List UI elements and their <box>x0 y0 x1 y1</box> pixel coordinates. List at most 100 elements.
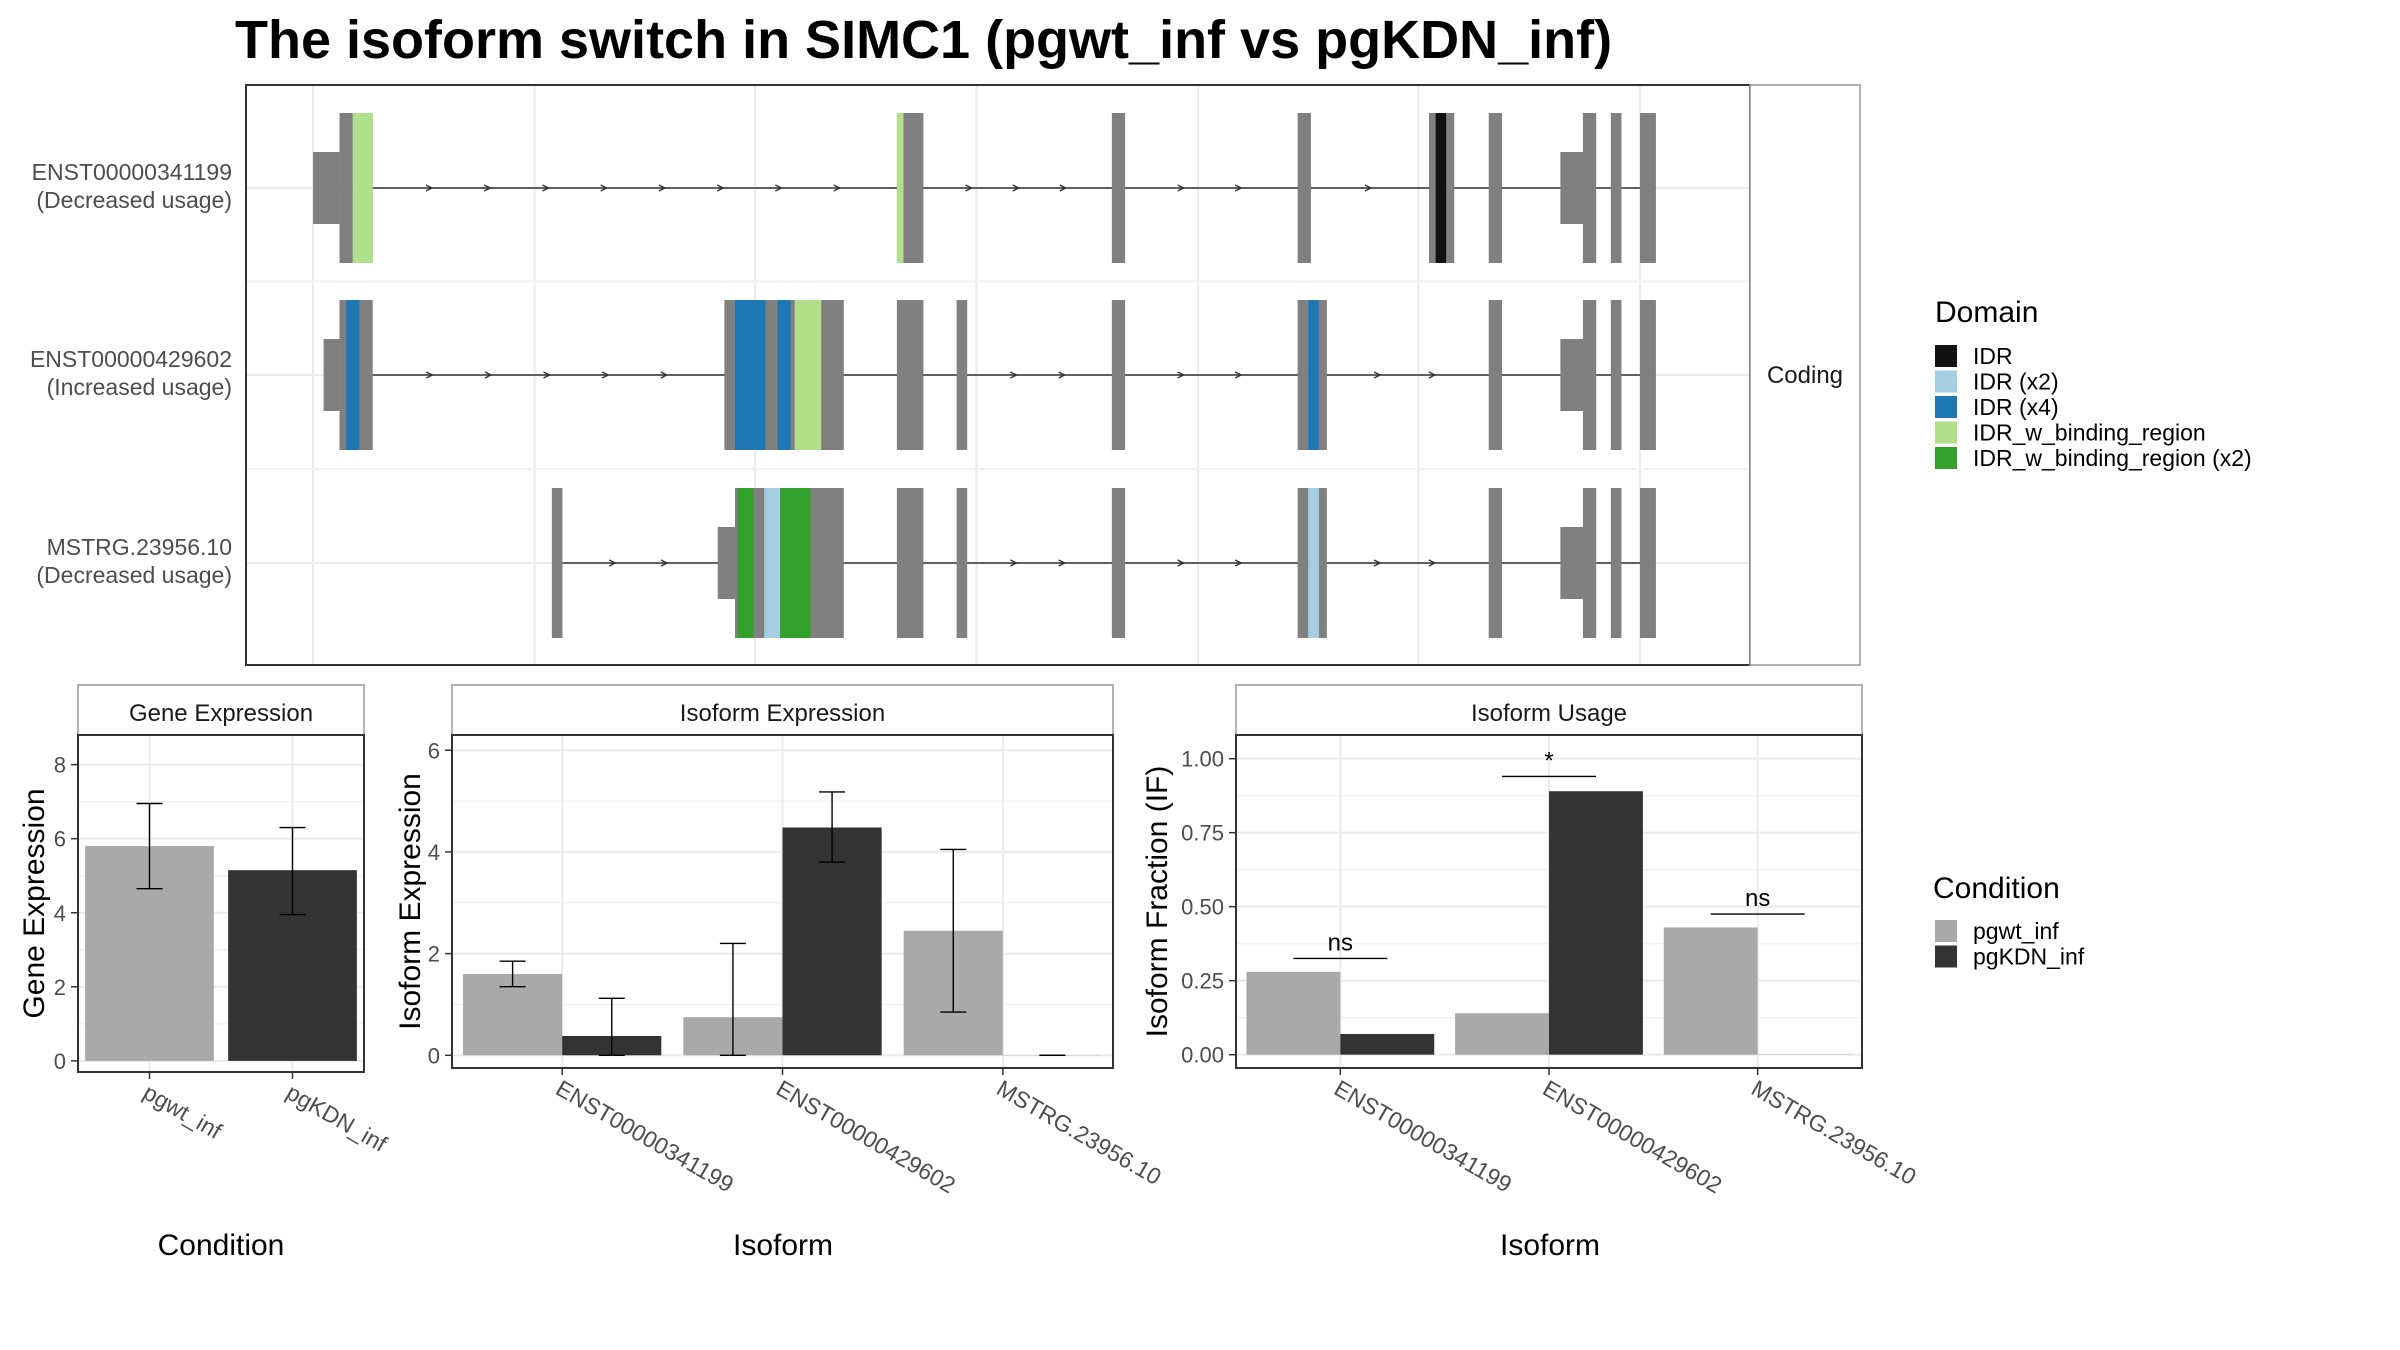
x-tick-label: pgwt_inf <box>139 1079 227 1145</box>
utr-block <box>1560 527 1587 599</box>
direction-arrow <box>1373 371 1382 379</box>
bar <box>1455 1013 1549 1055</box>
isoform-row <box>313 113 1656 263</box>
condition-legend-label: pgwt_inf <box>1973 918 2059 944</box>
exon-block <box>1429 113 1438 263</box>
direction-arrow <box>1010 559 1018 567</box>
x-tick-label: ENST00000341199 <box>1330 1075 1517 1198</box>
exon-block <box>1610 300 1622 450</box>
domain-legend-key <box>1935 447 1957 469</box>
exon-block <box>1318 300 1327 450</box>
panel-border <box>77 734 365 1073</box>
domain-legend-key <box>1935 421 1957 444</box>
bar <box>782 827 882 1056</box>
y-tick-label: 2 <box>428 942 440 967</box>
direction-arrow <box>1234 184 1243 192</box>
isoform-label: (Decreased usage) <box>36 562 232 588</box>
exon-block <box>1610 113 1622 263</box>
utr-block <box>323 339 340 411</box>
x-tick-label: ENST00000341199 <box>552 1075 739 1198</box>
y-tick-label: 0.25 <box>1181 969 1224 994</box>
significance-label: * <box>1544 747 1553 774</box>
exon-block <box>1318 488 1327 638</box>
bar <box>463 973 563 1056</box>
panel-strip <box>1235 684 1863 736</box>
y-tick-label: 6 <box>428 738 440 763</box>
error-bar <box>136 802 163 890</box>
strip-label: Coding <box>1767 362 1843 389</box>
domain-block <box>780 488 811 638</box>
domain-block <box>777 300 791 450</box>
domain-block <box>1308 488 1319 638</box>
significance-label: ns <box>1328 929 1353 956</box>
domain-block <box>764 488 781 638</box>
exon-block <box>1582 300 1597 450</box>
x-axis-label: Isoform <box>1500 1229 1600 1262</box>
exon-block <box>1610 488 1622 638</box>
exon-block <box>1640 113 1656 263</box>
exon-block <box>896 488 924 638</box>
utr-block <box>1560 339 1587 411</box>
condition-legend-key <box>1935 945 1957 968</box>
direction-arrow <box>1058 371 1067 379</box>
domain-legend-key <box>1935 370 1957 393</box>
domain-block <box>346 300 360 450</box>
direction-arrow <box>1059 184 1068 192</box>
exon-block <box>1488 488 1502 638</box>
domain-block <box>1308 300 1319 450</box>
condition-legend-label: pgKDN_inf <box>1973 944 2085 970</box>
condition-legend-key <box>1935 920 1957 942</box>
direction-arrow <box>600 184 609 192</box>
direction-arrow <box>608 559 617 567</box>
exon-block <box>1111 300 1126 450</box>
bar <box>1246 971 1341 1055</box>
isoform-label: (Increased usage) <box>47 374 232 400</box>
direction-arrow <box>425 184 434 192</box>
exon-block <box>1446 113 1455 263</box>
isoform-label: ENST00000341199 <box>32 159 232 185</box>
y-tick-label: 8 <box>54 753 66 778</box>
y-tick-label: 0 <box>428 1043 440 1068</box>
utr-block <box>717 527 735 599</box>
isoform-row <box>323 300 1656 450</box>
isoform-label: MSTRG.23956.10 <box>47 534 232 560</box>
x-tick-label: pgKDN_inf <box>282 1079 392 1157</box>
direction-arrow <box>426 371 434 379</box>
significance-label: ns <box>1745 885 1770 912</box>
direction-arrow <box>1428 559 1437 567</box>
direction-arrow <box>1177 559 1186 567</box>
exon-block <box>551 488 563 638</box>
error-bar <box>819 791 846 863</box>
bar <box>1549 791 1643 1055</box>
y-axis-label: Isoform Fraction (IF) <box>1141 766 1174 1038</box>
exon-block <box>1111 488 1126 638</box>
y-tick-label: 6 <box>54 827 66 852</box>
exon-block <box>1297 113 1311 263</box>
x-axis-label: Isoform <box>733 1229 833 1262</box>
error-bar <box>598 997 625 1056</box>
direction-arrow <box>1058 559 1067 567</box>
error-bar <box>719 942 746 1056</box>
exon-block <box>1640 488 1656 638</box>
x-tick-label: ENST00000429602 <box>772 1075 960 1199</box>
direction-arrow <box>483 184 492 192</box>
direction-arrow <box>1234 371 1243 379</box>
y-tick-label: 1.00 <box>1181 747 1224 772</box>
exon-block <box>1488 113 1502 263</box>
domain-legend-label: IDR_w_binding_region (x2) <box>1973 445 2252 471</box>
y-axis-label: Gene Expression <box>18 788 51 1018</box>
exon-block <box>1640 300 1656 450</box>
bar <box>1340 1033 1435 1055</box>
direction-arrow <box>1428 371 1437 379</box>
y-tick-label: 2 <box>54 975 66 1000</box>
x-axis-label: Condition <box>158 1229 285 1262</box>
y-tick-label: 0.00 <box>1181 1043 1224 1068</box>
direction-arrow <box>1234 559 1243 567</box>
exon-block <box>896 300 924 450</box>
y-tick-label: 0 <box>54 1049 66 1074</box>
direction-arrow <box>1364 184 1373 192</box>
domain-legend-label: IDR (x2) <box>1973 369 2059 395</box>
